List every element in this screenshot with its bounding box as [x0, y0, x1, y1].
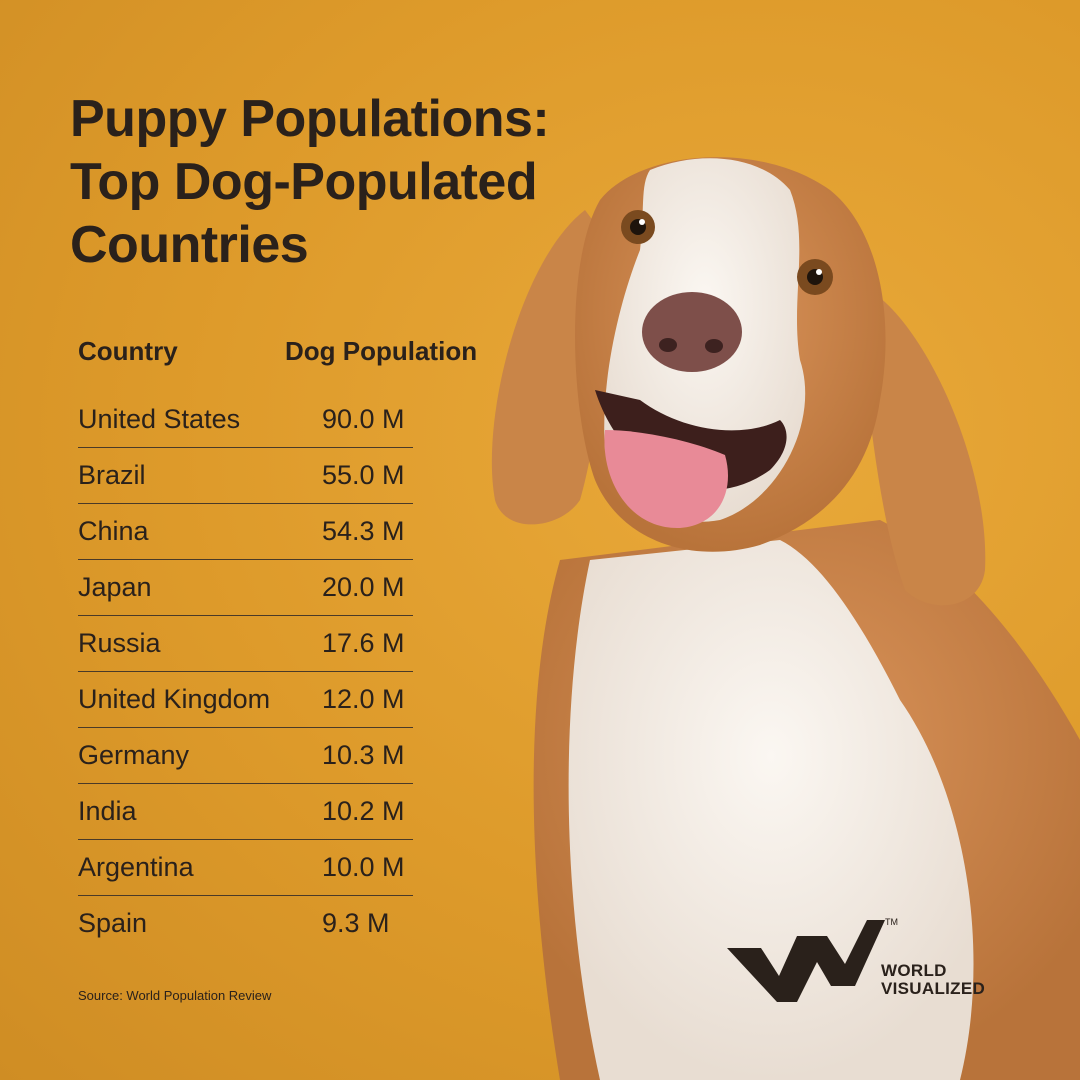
header-dog-population: Dog Population	[285, 336, 478, 366]
table-row: United States 90.0 M	[78, 392, 413, 448]
country-cell: Japan	[78, 572, 152, 602]
country-cell: India	[78, 796, 137, 826]
population-cell: 55.0 M	[322, 460, 405, 490]
table-row: Russia 17.6 M	[78, 616, 413, 672]
population-cell: 90.0 M	[322, 404, 405, 434]
table-row: India 10.2 M	[78, 784, 413, 840]
page-title: Puppy Populations: Top Dog-Populated Cou…	[70, 88, 610, 277]
title-line-2: Top Dog-Populated	[70, 153, 538, 211]
table-body: United States 90.0 M Brazil 55.0 M China 54…	[78, 392, 413, 951]
population-cell: 12.0 M	[322, 684, 405, 714]
population-cell: 17.6 M	[322, 628, 405, 658]
table-row: Spain 9.3 M	[78, 896, 413, 951]
trademark-symbol: TM	[885, 917, 898, 927]
country-cell: United States	[78, 404, 241, 434]
population-cell: 10.0 M	[322, 852, 405, 882]
country-cell: China	[78, 516, 149, 546]
header-country: Country	[78, 336, 178, 366]
country-cell: United Kingdom	[78, 684, 271, 714]
country-cell: Spain	[78, 908, 148, 938]
population-cell: 9.3 M	[322, 908, 390, 938]
source-note: Source: World Population Review	[78, 988, 272, 1003]
table-row: Brazil 55.0 M	[78, 448, 413, 504]
country-cell: Argentina	[78, 852, 194, 882]
country-cell: Russia	[78, 628, 161, 658]
population-cell: 10.2 M	[322, 796, 405, 826]
brand-line-2: VISUALIZED	[881, 979, 986, 998]
brand-wordmark: WORLD VISUALIZED	[881, 962, 985, 998]
country-cell: Brazil	[78, 460, 146, 490]
title-line-1: Puppy Populations:	[70, 90, 550, 148]
table-row: United Kingdom 12.0 M	[78, 672, 413, 728]
table-row: Argentina 10.0 M	[78, 840, 413, 896]
country-cell: Germany	[78, 740, 190, 770]
population-cell: 10.3 M	[322, 740, 405, 770]
title-line-3: Countries	[70, 216, 309, 274]
world-visualized-logo	[727, 920, 885, 1002]
brand-line-1: WORLD	[881, 961, 947, 980]
table-row: China 54.3 M	[78, 504, 413, 560]
table-row: Germany 10.3 M	[78, 728, 413, 784]
table-row: Japan 20.0 M	[78, 560, 413, 616]
population-cell: 20.0 M	[322, 572, 405, 602]
dog-population-table: Country Dog Population United States 90.0…	[78, 336, 518, 938]
population-cell: 54.3 M	[322, 516, 405, 546]
table-header: Country Dog Population	[78, 336, 518, 392]
